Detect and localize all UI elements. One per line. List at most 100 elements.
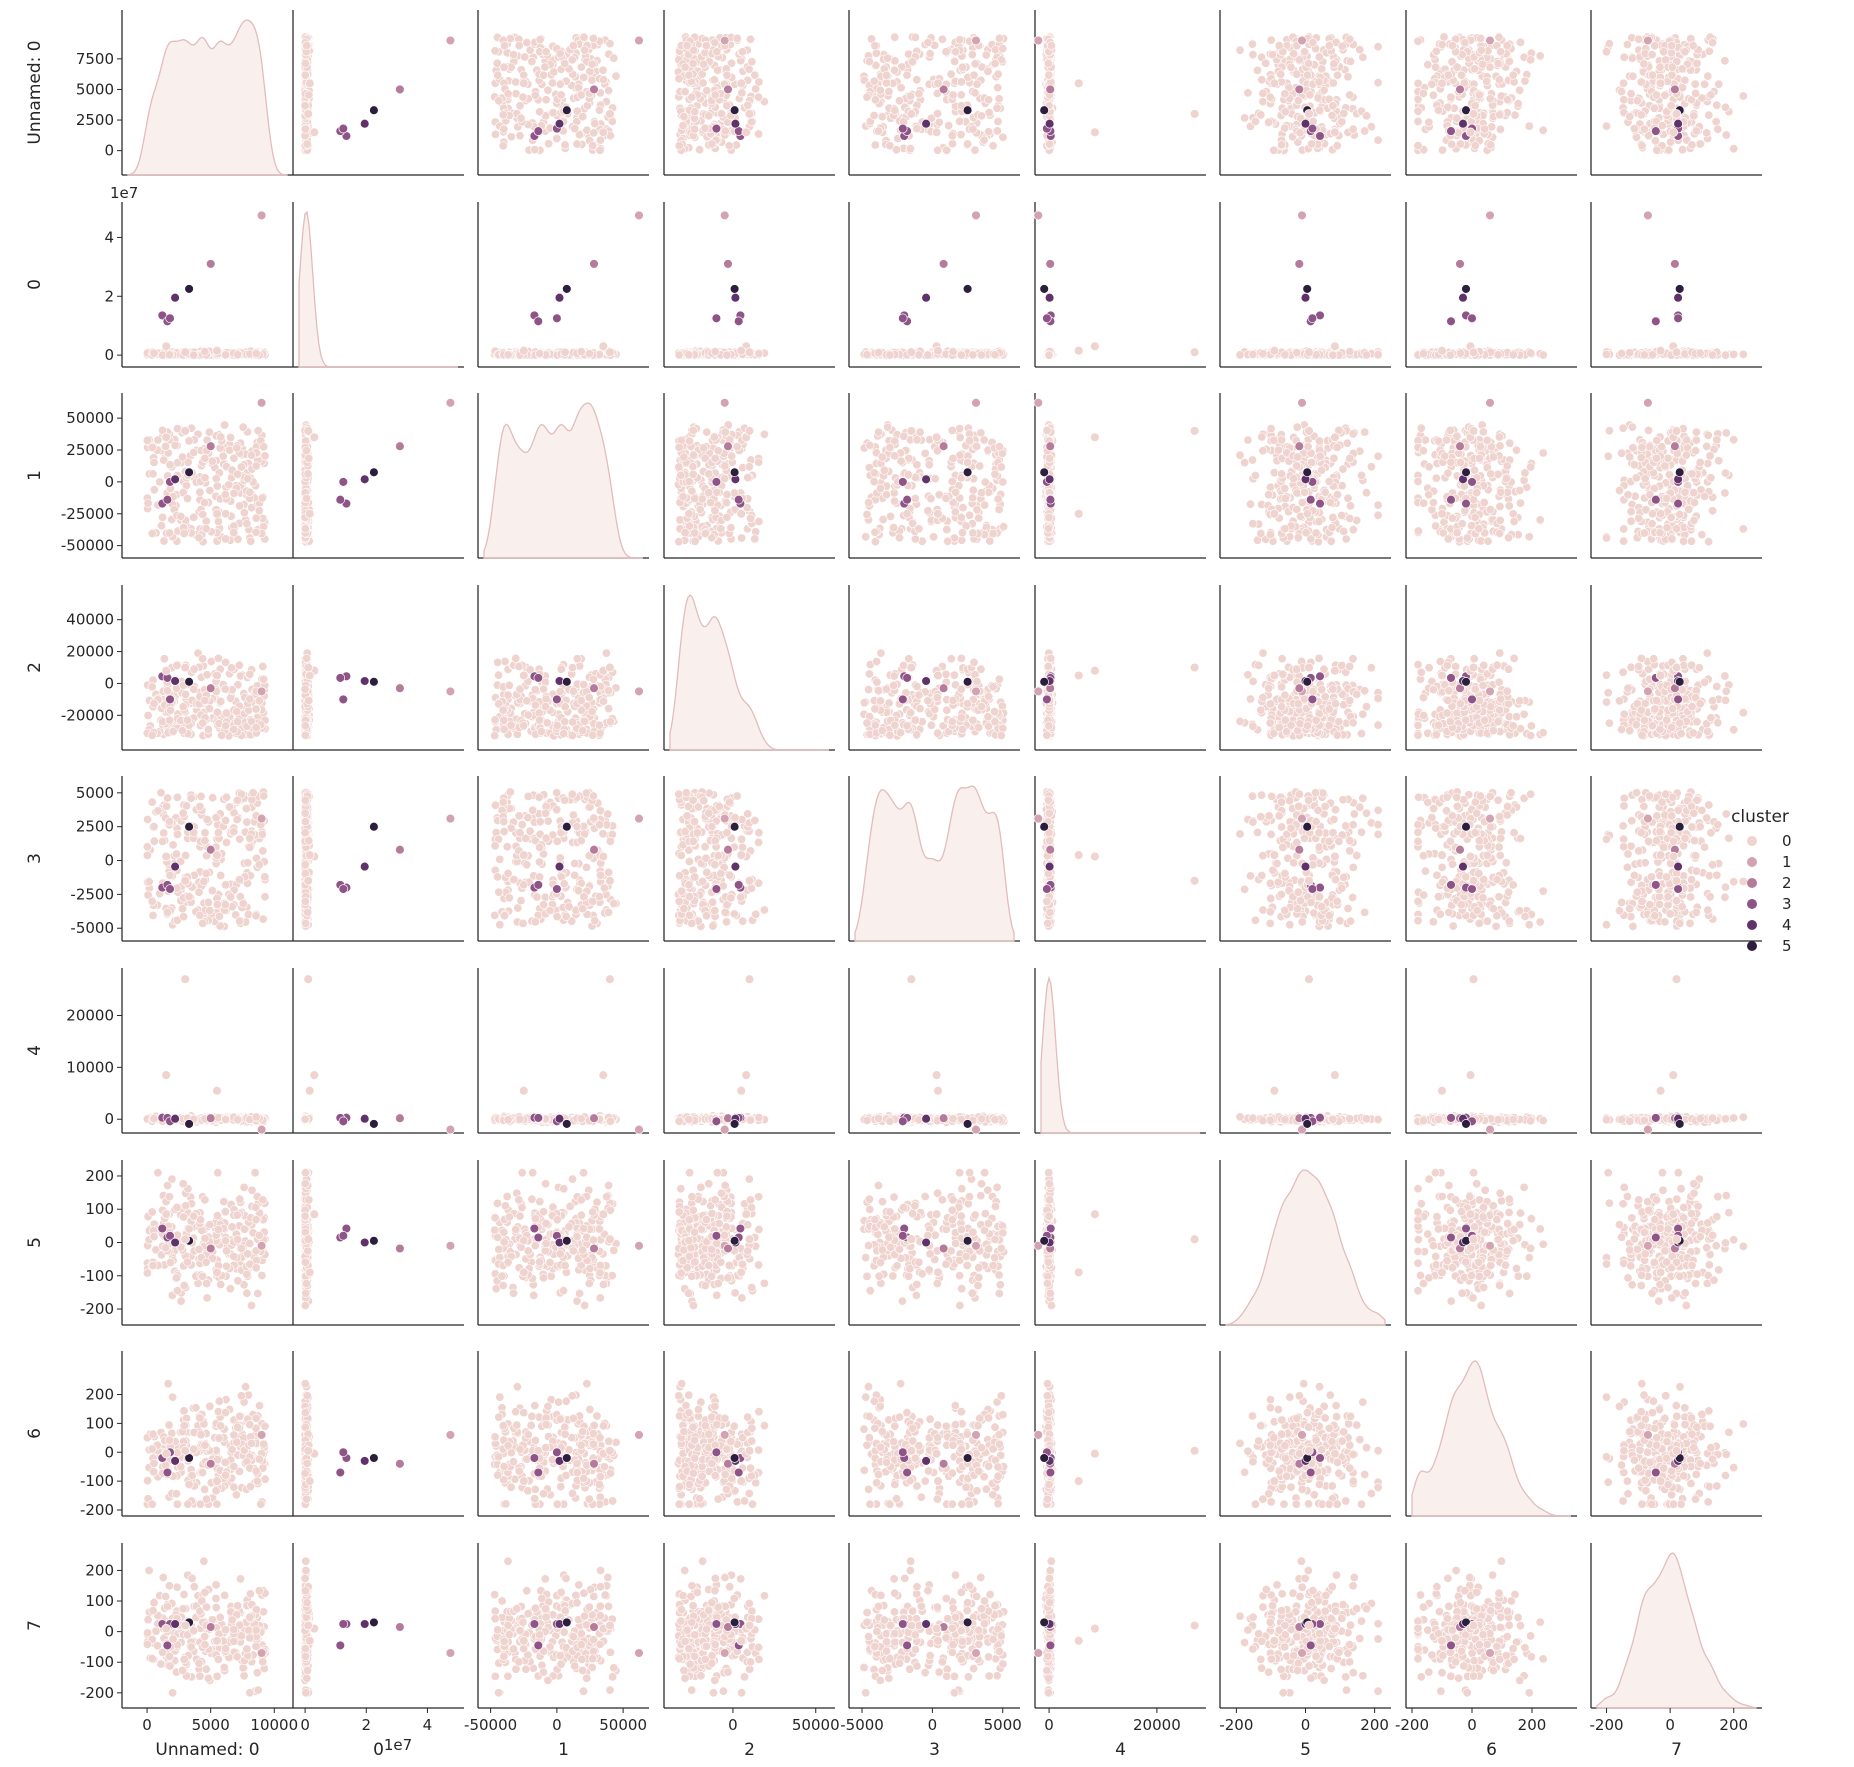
scatter-point <box>535 349 545 359</box>
scatter-point <box>970 59 980 69</box>
scatter-point-cluster-5 <box>562 105 572 115</box>
scatter-point <box>189 447 199 457</box>
scatter-point-cluster-2 <box>1045 84 1055 95</box>
scatter-point <box>934 117 944 127</box>
scatter-point <box>1738 91 1748 101</box>
scatter-point-cluster-5 <box>962 105 973 115</box>
scatter-point <box>198 509 208 519</box>
scatter-point <box>993 69 1003 79</box>
scatter-point <box>684 70 694 80</box>
scatter-point <box>200 498 210 508</box>
scatter-point <box>535 35 545 45</box>
scatter-point-cluster-1 <box>1033 210 1044 221</box>
scatter-point-cluster-0 <box>212 345 222 356</box>
scatter-point <box>972 79 982 89</box>
scatter-point <box>1602 121 1612 131</box>
scatter-point <box>251 527 261 537</box>
scatter-point <box>1427 79 1437 89</box>
scatter-point <box>1286 62 1296 72</box>
scatter-point <box>1627 53 1637 63</box>
scatter-point <box>184 436 194 446</box>
scatter-point-cluster-2 <box>938 259 949 269</box>
scatter-point <box>494 96 504 106</box>
scatter-point-cluster-3 <box>898 313 908 324</box>
scatter-point <box>1258 349 1268 359</box>
scatter-point <box>245 487 255 497</box>
scatter-point <box>1308 38 1318 48</box>
scatter-point <box>153 435 163 445</box>
scatter-point <box>862 92 872 102</box>
scatter-point <box>588 141 598 151</box>
scatter-point <box>216 432 226 442</box>
scatter-point <box>243 474 253 484</box>
scatter-point <box>1648 350 1658 360</box>
scatter-point <box>1678 145 1688 155</box>
scatter-point <box>1438 145 1448 155</box>
scatter-point-cluster-0 <box>1269 78 1280 89</box>
scatter-point <box>698 78 708 88</box>
scatter-point <box>1482 76 1492 86</box>
scatter-point <box>515 101 525 111</box>
scatter-point <box>595 145 605 155</box>
scatter-point <box>923 350 933 360</box>
scatter-point-cluster-0 <box>519 345 529 356</box>
panel-1-6 <box>1219 202 1391 368</box>
scatter-point-cluster-0 <box>736 78 746 89</box>
scatter-point <box>161 441 171 451</box>
panel-1-2 <box>477 202 649 368</box>
scatter-point <box>1373 135 1383 145</box>
scatter-point <box>700 123 710 133</box>
scatter-point <box>1680 47 1690 57</box>
scatter-point <box>1721 350 1731 360</box>
scatter-point <box>555 79 565 89</box>
scatter-point <box>560 58 570 68</box>
scatter-point <box>1636 110 1646 120</box>
scatter-point <box>1257 75 1267 85</box>
scatter-point-cluster-3 <box>162 494 173 505</box>
scatter-point <box>1348 124 1358 134</box>
scatter-point <box>221 534 231 544</box>
scatter-point <box>933 109 943 119</box>
scatter-point <box>1667 41 1677 51</box>
scatter-point <box>541 95 551 105</box>
y-tick-label: 5000 <box>76 80 114 98</box>
scatter-point-cluster-3 <box>1673 313 1683 324</box>
scatter-point <box>890 105 900 115</box>
scatter-point <box>578 112 588 122</box>
scatter-point <box>148 469 158 479</box>
scatter-point <box>976 350 986 360</box>
scatter-point <box>246 536 256 546</box>
scatter-point <box>912 124 922 134</box>
scatter-point <box>944 121 954 131</box>
scatter-point <box>994 33 1004 43</box>
scatter-point <box>1714 79 1724 89</box>
scatter-point <box>1243 88 1253 98</box>
scatter-point <box>251 513 261 523</box>
scatter-point <box>1305 90 1315 100</box>
scatter-point <box>576 90 586 100</box>
scatter-point-cluster-0 <box>180 347 190 357</box>
scatter-point-cluster-0 <box>1073 78 1084 89</box>
scatter-point <box>925 49 935 59</box>
scatter-point <box>722 70 732 80</box>
scatter-point-cluster-1 <box>256 398 267 408</box>
y-tick-label: 25000 <box>66 441 114 459</box>
scatter-point <box>1711 117 1721 127</box>
scatter-point <box>732 33 742 43</box>
scatter-point <box>1345 347 1355 357</box>
scatter-point <box>1418 349 1428 359</box>
scatter-point <box>1292 348 1302 358</box>
scatter-point <box>1258 88 1268 98</box>
scatter-point <box>983 66 993 76</box>
scatter-point-cluster-4 <box>359 474 370 485</box>
scatter-point <box>300 524 310 534</box>
panel-1-0: 024 <box>104 202 293 368</box>
scatter-point <box>302 493 312 503</box>
scatter-point <box>699 59 709 69</box>
scatter-point-cluster-0 <box>519 78 529 89</box>
scatter-point <box>1044 350 1054 360</box>
scatter-point-cluster-2 <box>1455 259 1465 269</box>
scatter-point <box>979 135 989 145</box>
